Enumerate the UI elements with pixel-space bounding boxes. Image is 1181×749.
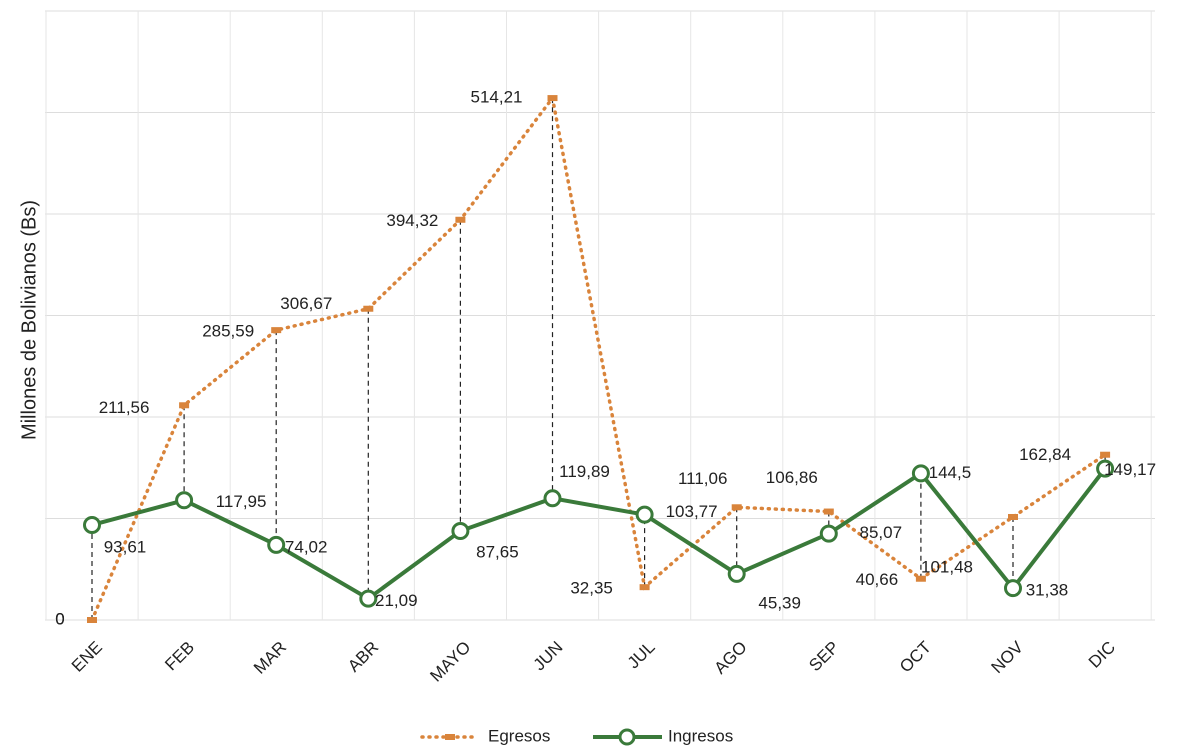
ingresos-marker: [175, 491, 194, 510]
egresos-value-label: 162,84: [1019, 445, 1071, 464]
egresos-marker: [731, 504, 742, 511]
legend-label: Egresos: [488, 726, 550, 745]
ingresos-line: [91, 467, 1107, 601]
egresos-marker: [639, 584, 650, 591]
y-tick-label: 0: [55, 609, 64, 628]
ingresos-value-label: 74,02: [285, 537, 328, 556]
egresos-value-label: 514,21: [471, 88, 523, 107]
ingresos-value-label: 87,65: [476, 543, 519, 562]
ingresos-value-label: 21,09: [375, 591, 418, 610]
egresos-marker: [1100, 451, 1111, 458]
ingresos-value-label: 117,95: [216, 492, 267, 511]
ingresos-marker: [911, 464, 930, 483]
egresos-value-label: 306,67: [280, 294, 332, 313]
legend-ingresos-marker: [618, 728, 636, 746]
x-tick-label: FEB: [161, 638, 198, 675]
egresos-marker: [271, 327, 282, 334]
egresos-value-label: 101,48: [921, 557, 973, 576]
x-tick-label: DIC: [1085, 638, 1119, 672]
egresos-marker: [547, 95, 558, 102]
egresos-value-label: 0: [55, 609, 64, 628]
ingresos-value-label: 144,5: [929, 463, 972, 482]
egresos-value-label: 285,59: [202, 322, 254, 341]
egresos-marker: [915, 575, 926, 582]
legend-label: Ingresos: [668, 726, 733, 745]
ingresos-marker: [727, 564, 746, 583]
ingresos-value-label: 103,77: [666, 502, 718, 521]
egresos-value-label: 211,56: [99, 398, 150, 417]
egresos-value-label: 111,06: [678, 469, 727, 488]
ingresos-marker: [819, 524, 838, 543]
x-tick-label: OCT: [896, 638, 935, 677]
x-tick-label: JUL: [624, 638, 659, 673]
ingresos-value-label: 45,39: [758, 593, 801, 612]
x-tick-label: SEP: [805, 638, 842, 675]
x-tick-label: ABR: [344, 638, 382, 676]
egresos-marker: [455, 216, 466, 223]
egresos-marker: [87, 617, 97, 623]
ingresos-marker: [359, 589, 378, 608]
ingresos-value-label: 119,89: [559, 462, 610, 481]
egresos-value-label: 106,86: [766, 468, 818, 487]
legend-egresos-marker: [445, 734, 455, 740]
ingresos-marker: [267, 535, 286, 554]
ingresos-value-label: 149,17: [1104, 460, 1156, 479]
egresos-marker: [1008, 513, 1018, 520]
ingresos-marker: [1096, 459, 1115, 478]
ingresos-value-label: 31,38: [1026, 581, 1069, 600]
ingresos-marker: [83, 515, 101, 534]
egresos-marker: [363, 305, 374, 312]
ingresos-marker: [1004, 579, 1022, 598]
ingresos-marker: [451, 522, 470, 541]
x-tick-label: JUN: [530, 638, 567, 675]
egresos-marker: [179, 402, 190, 409]
ingresos-value-label: 93,61: [104, 537, 147, 556]
ingresos-marker: [543, 489, 562, 508]
ingresos-marker: [635, 505, 654, 524]
egresos-value-label: 40,66: [856, 570, 899, 589]
egresos-marker: [823, 508, 834, 515]
egresos-value-label: 32,35: [570, 579, 613, 598]
egresos-value-label: 394,32: [386, 211, 438, 230]
y-axis-label: Millones de Bolivianos (Bs): [18, 200, 40, 440]
x-tick-label: NOV: [988, 637, 1028, 677]
x-tick-label: AGO: [711, 638, 751, 678]
ingresos-value-label: 85,07: [860, 523, 903, 542]
x-tick-label: MAYO: [426, 638, 474, 686]
x-tick-label: MAR: [250, 638, 290, 678]
x-tick-label: ENE: [68, 638, 106, 676]
